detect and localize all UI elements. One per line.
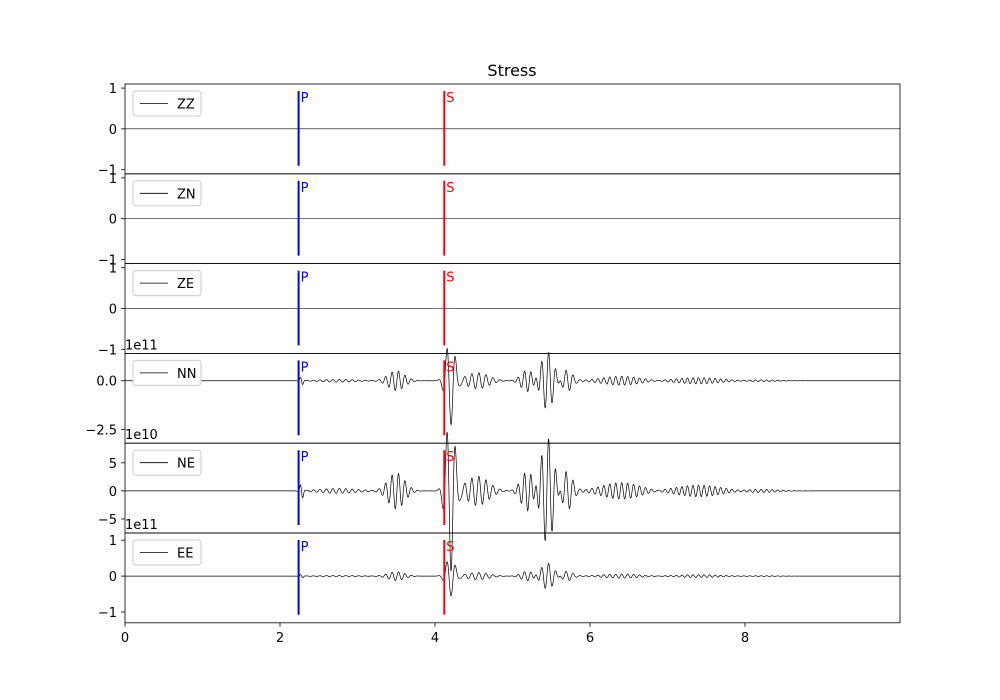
y-tick-label: 0 <box>109 213 117 228</box>
legend-label: ZZ <box>177 98 195 113</box>
legend-ne: NE <box>132 449 202 476</box>
x-tick-label: 8 <box>741 631 749 646</box>
panel-nn: P S 0.0 −2.5 1e11 NN <box>85 338 901 444</box>
scale-label: 1e10 <box>125 428 158 443</box>
legend-nn: NN <box>132 359 202 386</box>
p-wave-label: P <box>301 181 309 196</box>
y-tick-label: 0 <box>109 303 117 318</box>
panel-frame <box>124 442 901 534</box>
y-tick-label: 0.0 <box>96 375 117 390</box>
panel-ne: P S 5 0 −5 1e10 NE <box>98 428 901 571</box>
p-wave-label: P <box>301 540 309 555</box>
x-tick-label: 6 <box>586 631 594 646</box>
legend-label: ZN <box>177 187 196 202</box>
s-wave-label: S <box>446 181 454 196</box>
y-tick-label: 0 <box>109 485 117 500</box>
x-axis: 0 2 4 6 8 <box>121 622 749 646</box>
y-tick-label: 1 <box>109 262 117 277</box>
p-wave-label: P <box>301 360 309 375</box>
chart-title: Stress <box>487 61 536 80</box>
legend-ze: ZE <box>132 270 202 297</box>
s-wave-label: S <box>446 450 454 465</box>
trace-nn <box>125 349 900 425</box>
legend-zn: ZN <box>132 180 202 207</box>
y-tick-label: 1 <box>109 82 117 97</box>
y-tick-label: 0 <box>109 123 117 138</box>
y-tick-label: 5 <box>109 457 117 472</box>
scale-label: 1e11 <box>125 518 158 533</box>
s-wave-label: S <box>446 360 454 375</box>
p-wave-label: P <box>301 450 309 465</box>
panel-ee: P S 1 0 −1 1e11 EE <box>98 518 901 624</box>
panel-zz: P S 1 0 −1 ZZ <box>98 82 901 179</box>
x-tick-label: 2 <box>276 631 284 646</box>
legend-label: NE <box>177 457 195 472</box>
s-wave-label: S <box>446 91 454 106</box>
x-tick-label: 4 <box>431 631 439 646</box>
legend-label: ZE <box>177 277 194 292</box>
y-tick-label: 0 <box>109 570 117 585</box>
y-tick-label: 1 <box>109 172 117 187</box>
scale-label: 1e11 <box>125 338 158 353</box>
legend-label: EE <box>177 547 193 562</box>
y-tick-label: −5 <box>98 513 117 528</box>
y-tick-label: −1 <box>98 164 117 179</box>
y-tick-label: −2.5 <box>85 424 117 439</box>
legend-zz: ZZ <box>132 90 202 117</box>
x-tick-label: 0 <box>121 631 129 646</box>
panel-frame <box>124 352 901 444</box>
y-tick-label: −1 <box>98 254 117 269</box>
p-wave-label: P <box>301 271 309 286</box>
trace-ee <box>125 562 900 596</box>
y-tick-label: 1 <box>109 534 117 549</box>
legend-label: NN <box>177 367 196 382</box>
panel-zn: P S 1 0 −1 ZN <box>98 172 901 269</box>
s-wave-label: S <box>446 271 454 286</box>
legend-ee: EE <box>132 539 202 566</box>
p-wave-label: P <box>301 91 309 106</box>
y-tick-label: −1 <box>98 343 117 358</box>
s-wave-label: S <box>446 540 454 555</box>
trace-ne <box>125 432 900 571</box>
y-tick-label: −1 <box>98 606 117 621</box>
panel-ze: P S 1 0 −1 ZE <box>98 262 901 358</box>
panel-frame <box>124 532 901 624</box>
